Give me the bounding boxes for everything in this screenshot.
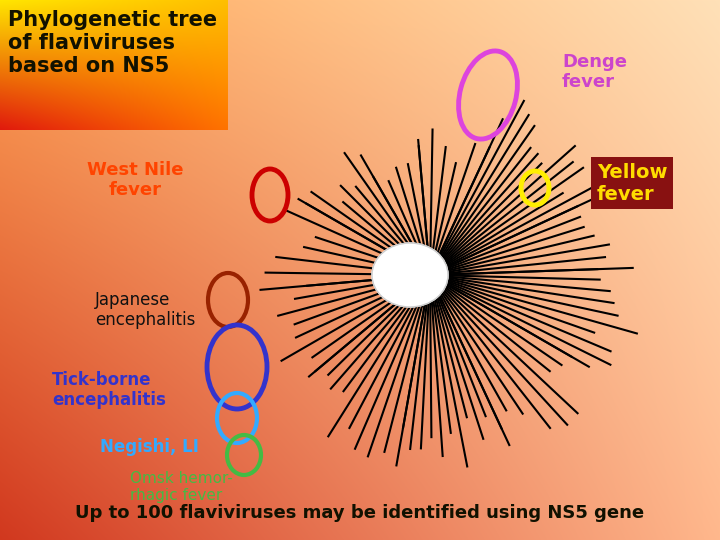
Text: West Nile
fever: West Nile fever: [86, 160, 184, 199]
Text: Yellow
fever: Yellow fever: [597, 163, 667, 204]
Text: Denge
fever: Denge fever: [562, 52, 627, 91]
Text: Japanese
encephalitis: Japanese encephalitis: [95, 291, 195, 329]
Ellipse shape: [372, 243, 448, 307]
Text: Omsk hemor-
rhagic fever: Omsk hemor- rhagic fever: [130, 471, 233, 503]
Text: Phylogenetic tree
of flaviviruses
based on NS5: Phylogenetic tree of flaviviruses based …: [8, 10, 217, 76]
Text: Up to 100 flaviviruses may be identified using NS5 gene: Up to 100 flaviviruses may be identified…: [76, 504, 644, 522]
Text: Tick-borne
encephalitis: Tick-borne encephalitis: [52, 370, 166, 409]
Text: Negishi, LI: Negishi, LI: [100, 438, 199, 456]
